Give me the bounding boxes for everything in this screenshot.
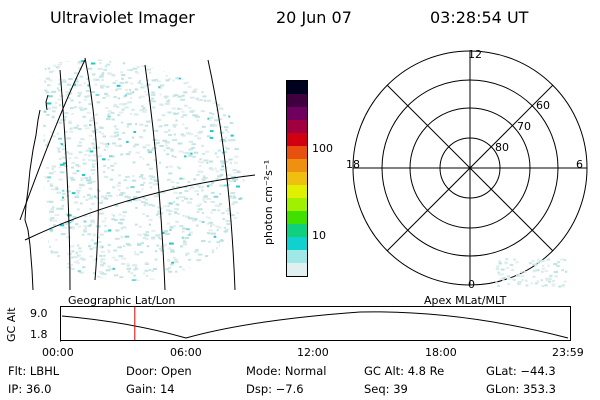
lon-line <box>84 57 99 281</box>
info-dsp: Dsp: −7.6 <box>246 382 304 396</box>
mlt-label-12: 12 <box>468 48 482 61</box>
instrument-title: Ultraviolet Imager <box>50 8 195 27</box>
colorbar-unit-label: photon cm⁻²s⁻¹ <box>262 159 275 245</box>
time-label: 03:28:54 UT <box>430 8 529 27</box>
altitude-timeline <box>60 306 571 342</box>
mlt-label-6: 6 <box>576 158 583 171</box>
mlt-label-0: 0 <box>468 278 475 291</box>
info-gain: Gain: 14 <box>126 382 175 396</box>
altitude-curve <box>61 311 569 339</box>
info-mode: Mode: Normal <box>246 364 327 378</box>
lat-label-60: 60 <box>536 99 550 112</box>
polar-speckles <box>495 258 568 288</box>
timeline-x-tick-4: 23:59 <box>552 346 584 359</box>
timeline-x-tick-3: 18:00 <box>425 346 457 359</box>
polar-mlt-plot: 12 6 0 18 60 70 80 <box>346 48 588 291</box>
info-flt: Flt: LBHL <box>8 364 60 378</box>
colorbar-tick-100: 100 <box>312 142 333 155</box>
mlt-label-18: 18 <box>346 158 360 171</box>
info-door: Door: Open <box>126 364 192 378</box>
coastline <box>24 109 41 290</box>
lon-line <box>59 69 71 290</box>
lon-line <box>19 59 86 221</box>
lat-line <box>24 174 256 241</box>
info-gcalt: GC Alt: 4.8 Re <box>364 364 445 378</box>
lon-line <box>207 59 236 290</box>
timeline-x-tick-0: 00:00 <box>42 346 74 359</box>
geographic-image <box>19 57 256 290</box>
lat-label-70: 70 <box>517 120 531 133</box>
timeline-y-tick-1: 1.8 <box>30 328 48 341</box>
coastline <box>45 94 49 111</box>
timeline-y-label: GC Alt <box>5 307 18 342</box>
lon-line <box>144 64 166 290</box>
lat-label-80: 80 <box>495 141 509 154</box>
geographic-label: Geographic Lat/Lon <box>68 294 176 307</box>
apex-label: Apex MLat/MLT <box>424 294 507 307</box>
colorbar-tick-10: 10 <box>312 229 326 242</box>
color-bar <box>286 80 308 277</box>
aurora-emission <box>43 59 245 281</box>
date-label: 20 Jun 07 <box>276 8 352 27</box>
timeline-x-tick-1: 06:00 <box>170 346 202 359</box>
info-glon: GLon: 353.3 <box>486 382 556 396</box>
timeline-x-tick-2: 12:00 <box>297 346 329 359</box>
info-seq: Seq: 39 <box>364 382 408 396</box>
info-ip: IP: 36.0 <box>8 382 52 396</box>
timeline-y-tick-9: 9.0 <box>30 307 48 320</box>
info-glat: GLat: −44.3 <box>486 364 556 378</box>
